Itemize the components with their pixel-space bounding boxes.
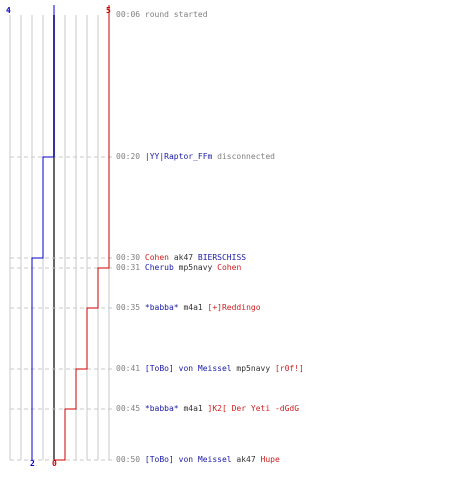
blue-team-start-count: 4 <box>6 6 11 15</box>
event-time: 00:30 <box>116 253 145 262</box>
event-text: ]K2[ Der Yeti -dGdG <box>207 404 300 413</box>
event-text: ak47 <box>231 455 261 464</box>
event-text: [ToBo] von Meissel <box>144 364 232 373</box>
event-row: 00:31 Cherub mp5navy Cohen <box>116 263 241 273</box>
event-time: 00:20 <box>116 152 145 161</box>
event-time: 00:50 <box>116 455 145 464</box>
red-team-series-line <box>54 5 110 461</box>
event-text: [ToBo] von Meissel <box>144 455 232 464</box>
blue-team-end-count: 2 <box>30 459 35 468</box>
event-text: Hupe <box>260 455 280 464</box>
event-text: Cherub <box>144 263 174 272</box>
event-text: Cohen <box>217 263 242 272</box>
event-row: 00:50 [ToBo] von Meissel ak47 Hupe <box>116 455 280 465</box>
blue-team-series-line <box>31 5 55 460</box>
event-text: Cohen <box>144 253 169 262</box>
event-text: |YY|Raptor_FFm <box>144 152 213 161</box>
player-count-gridlines <box>9 15 110 460</box>
team-series-lines <box>31 5 110 461</box>
event-text: ak47 <box>169 253 198 262</box>
red-team-start-count: 5 <box>106 6 111 15</box>
event-text: *babba* <box>144 404 179 413</box>
event-row: 00:20 |YY|Raptor_FFm disconnected <box>116 152 275 162</box>
event-text: m4a1 <box>178 303 208 312</box>
event-row: 00:06 round started <box>116 10 208 20</box>
red-team-end-count: 0 <box>52 459 57 468</box>
event-row: 00:41 [ToBo] von Meissel mp5navy [r0f!] <box>116 364 304 374</box>
event-text: m4a1 <box>178 404 208 413</box>
event-text: mp5navy <box>231 364 275 373</box>
event-row: 00:45 *babba* m4a1 ]K2[ Der Yeti -dGdG <box>116 404 299 414</box>
event-text: mp5navy <box>173 263 218 272</box>
event-text: BIERSCHISS <box>197 253 247 262</box>
event-row: 00:35 *babba* m4a1 [+]Reddingo <box>116 303 261 313</box>
event-time: 00:45 <box>116 404 145 413</box>
event-text: [+]Reddingo <box>207 303 261 312</box>
event-time: 00:06 <box>116 10 145 19</box>
event-time: 00:41 <box>116 364 145 373</box>
event-text: *babba* <box>144 303 179 312</box>
event-time: 00:31 <box>116 263 145 272</box>
event-text: round started <box>144 10 208 19</box>
event-text: disconnected <box>212 152 275 161</box>
event-row: 00:30 Cohen ak47 BIERSCHISS <box>116 253 246 263</box>
event-text: [r0f!] <box>274 364 304 373</box>
event-time: 00:35 <box>116 303 145 312</box>
